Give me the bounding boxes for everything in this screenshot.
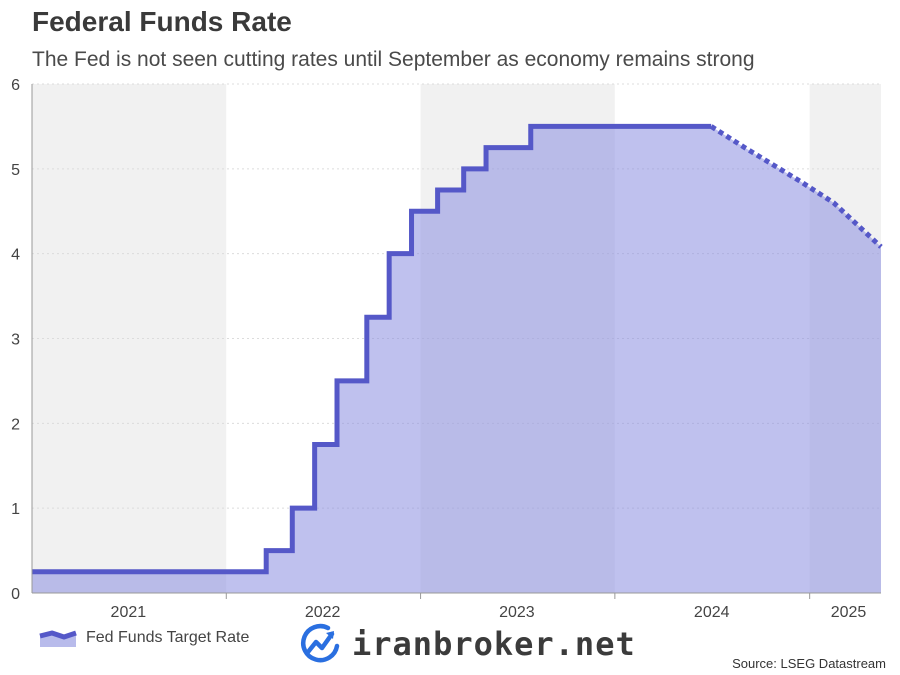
y-tick-label-4: 4 xyxy=(11,247,20,264)
x-tick-label-2025: 2025 xyxy=(831,604,867,620)
area-fill xyxy=(32,126,881,594)
y-tick-label-3: 3 xyxy=(11,332,20,349)
y-tick-label-5: 5 xyxy=(11,162,20,179)
x-tick-label-2024: 2024 xyxy=(694,604,730,620)
legend: Fed Funds Target Rate xyxy=(38,628,249,648)
y-tick-label-1: 1 xyxy=(11,501,20,518)
x-tick-label-2023: 2023 xyxy=(499,604,535,620)
x-axis-ticks: 2021 2022 2023 2024 2025 xyxy=(111,593,867,620)
x-tick-label-2021: 2021 xyxy=(111,604,147,620)
y-tick-label-0: 0 xyxy=(11,586,20,603)
y-tick-label-2: 2 xyxy=(11,416,20,433)
y-axis-ticks: 0 1 2 3 4 5 6 xyxy=(11,77,20,603)
source-note: Source: LSEG Datastream xyxy=(732,656,886,671)
axes xyxy=(31,84,881,594)
chart-subtitle: The Fed is not seen cutting rates until … xyxy=(32,48,755,71)
y-tick-label-6: 6 xyxy=(11,77,20,94)
series-line-projection xyxy=(709,124,883,249)
x-tick-label-2022: 2022 xyxy=(305,604,341,620)
chart-canvas: 0 1 2 3 4 5 6 2021 2022 2023 2024 2025 xyxy=(11,77,883,620)
legend-label: Fed Funds Target Rate xyxy=(86,629,250,646)
series-line-fed-funds-target-rate xyxy=(32,123,712,575)
watermark: iranbroker.net xyxy=(298,622,636,666)
trend-chart-icon xyxy=(301,623,340,663)
legend-swatch xyxy=(39,630,77,647)
series-lines xyxy=(32,123,883,575)
watermark-text: iranbroker.net xyxy=(352,625,636,663)
series-area-fill xyxy=(32,126,881,594)
chart-title: Federal Funds Rate xyxy=(32,6,292,37)
